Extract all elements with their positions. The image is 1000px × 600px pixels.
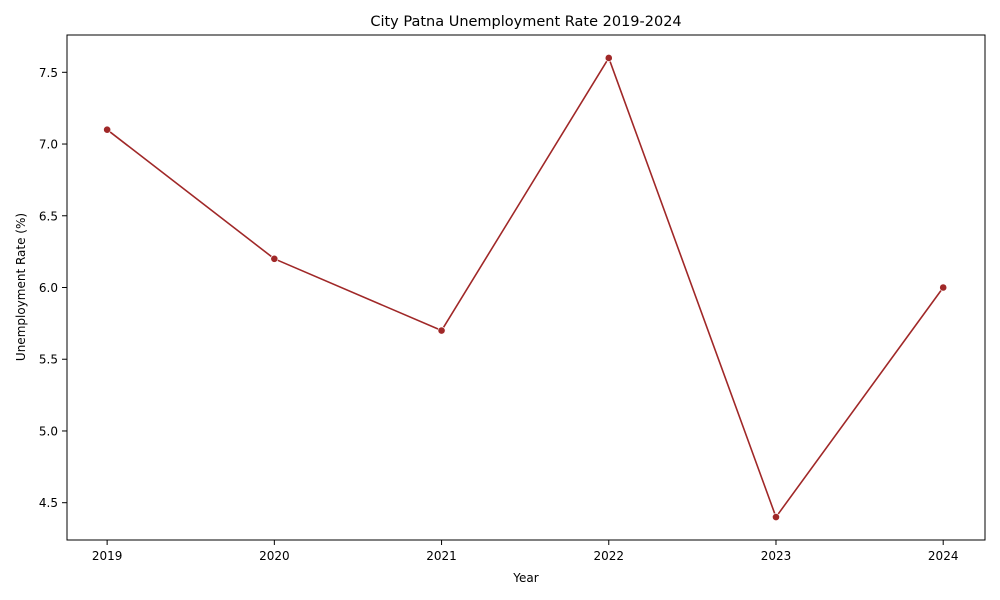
data-point [437,326,446,335]
x-tick-label: 2021 [426,549,457,563]
data-point [270,254,279,263]
plot-area-frame [66,34,986,541]
x-tick-label: 2022 [593,549,624,563]
x-tick-label: 2019 [92,549,123,563]
y-tick-label: 5.5 [39,353,58,367]
y-axis-label: Unemployment Rate (%) [14,213,28,361]
y-tick-label: 6.0 [39,281,58,295]
data-point [103,125,112,134]
y-axis: 4.5 5.0 5.5 6.0 6.5 7.0 7.5 [39,66,67,510]
y-tick-label: 7.0 [39,138,58,152]
y-tick-label: 7.5 [39,66,58,80]
series-layer [103,54,948,521]
x-axis: 2019 2020 2021 2022 2023 2024 [92,540,959,563]
chart-title: City Patna Unemployment Rate 2019-2024 [370,14,681,30]
data-point [939,283,948,292]
data-point [604,54,613,62]
series-line [106,57,944,518]
y-tick-label: 6.5 [39,209,58,223]
y-tick-label: 4.5 [39,496,58,510]
x-tick-label: 2023 [761,549,792,563]
x-tick-label: 2020 [259,549,290,563]
x-tick-label: 2024 [928,549,959,563]
data-point [772,513,780,521]
y-tick-label: 5.0 [39,424,58,438]
x-axis-label: Year [512,571,538,585]
